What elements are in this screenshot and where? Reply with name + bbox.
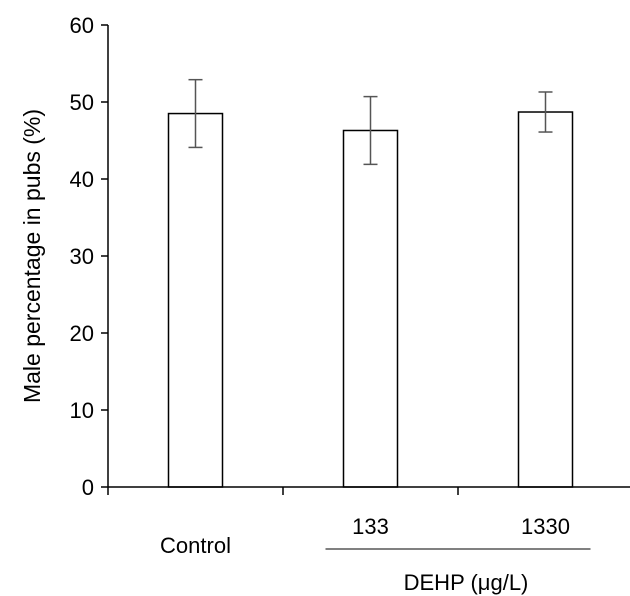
y-tick-label-30: 30: [70, 244, 94, 269]
group-label: DEHP (μg/L): [404, 570, 529, 595]
labels-layer: 0 10 20 30 40 50 60 Control 133 1330: [70, 13, 570, 558]
category-label-control: Control: [160, 533, 231, 558]
axes-layer: [101, 24, 630, 550]
category-label-1330: 1330: [521, 514, 570, 539]
bar-133: [342, 129, 399, 488]
bar-1330: [517, 111, 574, 488]
y-tick-label-60: 60: [70, 13, 94, 38]
category-label-133: 133: [352, 514, 389, 539]
y-tick-label-20: 20: [70, 321, 94, 346]
error-bars-layer: [188, 78, 553, 166]
y-tick-label-10: 10: [70, 398, 94, 423]
bars-layer: [167, 111, 574, 488]
bar-control: [167, 112, 224, 488]
y-tick-label-0: 0: [82, 475, 94, 500]
y-axis-label: Male percentage in pubs (%): [19, 109, 45, 403]
y-tick-label-40: 40: [70, 167, 94, 192]
y-tick-label-50: 50: [70, 90, 94, 115]
